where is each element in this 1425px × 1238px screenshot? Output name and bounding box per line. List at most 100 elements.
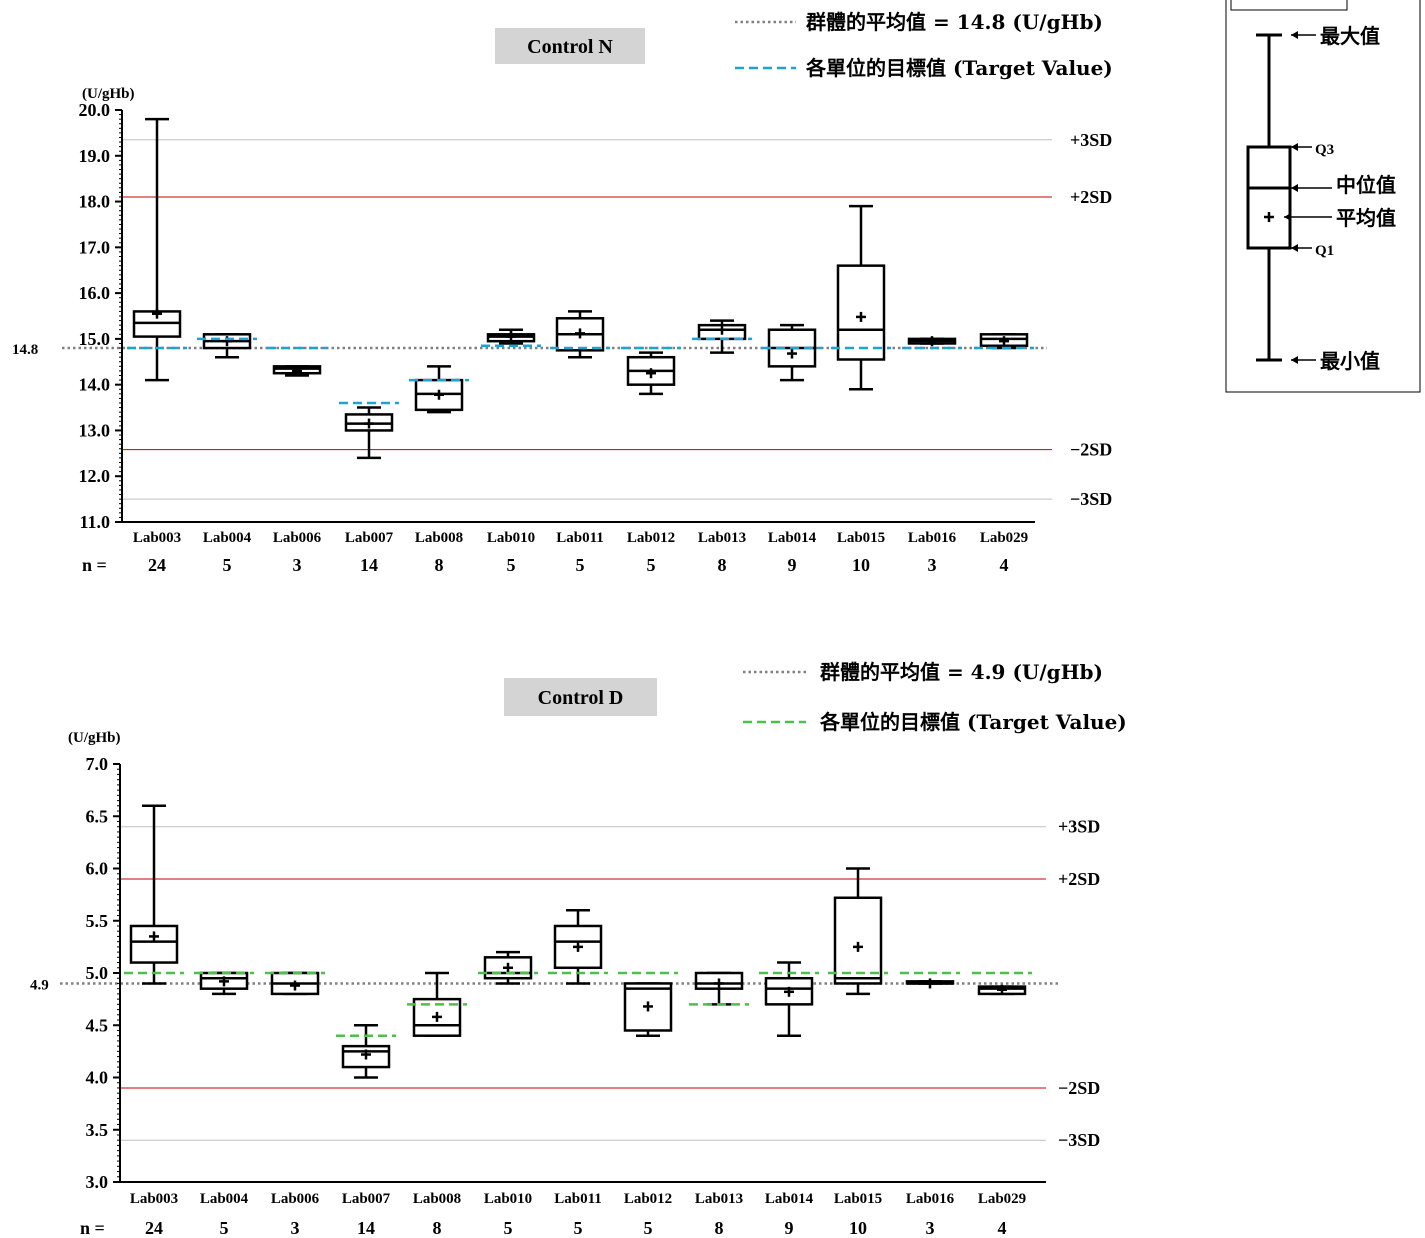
- n-value: 14: [357, 1218, 375, 1238]
- n-value: 24: [145, 1218, 163, 1238]
- n-value: 5: [644, 1218, 653, 1238]
- sd-label: −3SD: [1058, 1130, 1100, 1150]
- x-tick-label: Lab008: [413, 1191, 461, 1207]
- y-tick-label: 18.0: [79, 192, 111, 212]
- key-arrow-median-head: [1291, 184, 1298, 192]
- n-value: 5: [647, 555, 656, 575]
- x-tick-label: Lab015: [837, 530, 885, 546]
- box-Lab012: [618, 971, 678, 1037]
- x-tick-label: Lab011: [556, 530, 604, 546]
- y-tick-label: 5.5: [86, 911, 109, 931]
- n-value: 3: [928, 555, 937, 575]
- sd-label: +2SD: [1070, 187, 1112, 207]
- box-Lab006: [265, 971, 325, 996]
- chart-title: Control D: [538, 687, 624, 709]
- box-Lab029: [972, 971, 1032, 996]
- x-tick-label: Lab029: [980, 530, 1028, 546]
- iqr-box: [833, 896, 883, 985]
- box-Lab014: [762, 323, 822, 382]
- legend-target-label: 各單位的目標值 (Target Value): [805, 56, 1113, 80]
- key-arrow-q3-head: [1291, 143, 1298, 151]
- n-value: 8: [715, 1218, 724, 1238]
- y-tick-label: 4.5: [86, 1015, 109, 1035]
- box-Lab003: [127, 117, 187, 382]
- panel-1: +3SD +2SD −2SD −3SD 4.9 3.0 3.5 4.0 4.5 5.0 5.5 6.0…: [30, 660, 1127, 1238]
- y-tick-label: 4.0: [86, 1068, 109, 1088]
- n-value: 9: [785, 1218, 794, 1238]
- y-tick-label: 3.5: [86, 1120, 109, 1140]
- key-label-mean: 平均值: [1336, 206, 1396, 230]
- n-value: 9: [788, 555, 797, 575]
- title-box: [495, 28, 645, 64]
- n-value: 5: [220, 1218, 229, 1238]
- y-tick-label: 6.5: [86, 806, 109, 826]
- x-tick-label: Lab012: [627, 530, 675, 546]
- box-Lab015: [828, 867, 888, 996]
- n-value: 14: [360, 555, 378, 575]
- y-tick-label: 7.0: [86, 754, 109, 774]
- n-value: 5: [504, 1218, 513, 1238]
- y-tick-label: 15.0: [79, 329, 111, 349]
- key-label-q1: Q1: [1315, 243, 1334, 259]
- n-value: 3: [291, 1218, 300, 1238]
- n-value: 10: [852, 555, 870, 575]
- panel-0: +3SD +2SD −2SD −3SD 14.8 11.0 12.0 13.0 14.0 15.0…: [12, 10, 1113, 575]
- y-tick-label: 20.0: [79, 100, 111, 120]
- x-tick-label: Lab013: [695, 1191, 743, 1207]
- key-box: [1246, 145, 1292, 250]
- n-value: 4: [998, 1218, 1007, 1238]
- box-Lab006: [267, 346, 327, 377]
- box-Lab007: [336, 1024, 396, 1079]
- x-tick-label: Lab014: [765, 1191, 814, 1207]
- y-tick-label: 19.0: [79, 146, 111, 166]
- x-tick-label: Lab015: [834, 1191, 882, 1207]
- n-value: 5: [507, 555, 516, 575]
- key-arrow-max-head: [1291, 31, 1298, 39]
- sd-label: −3SD: [1070, 489, 1112, 509]
- legend-mean-label: 群體的平均值 = 4.9 (U/gHb): [819, 660, 1103, 684]
- y-tick-label: 11.0: [79, 512, 110, 532]
- sd-label: −2SD: [1058, 1078, 1100, 1098]
- x-tick-label: Lab014: [768, 530, 817, 546]
- x-tick-label: Lab010: [487, 530, 535, 546]
- box-Lab010: [481, 328, 541, 348]
- y-tick-label: 17.0: [79, 237, 111, 257]
- n-label: n =: [82, 555, 107, 575]
- sd-label: +3SD: [1070, 130, 1112, 150]
- x-tick-label: Lab016: [906, 1191, 955, 1207]
- x-tick-label: Lab013: [698, 530, 746, 546]
- box-Lab029: [974, 333, 1034, 350]
- box-Lab013: [689, 971, 749, 1006]
- box-Lab008: [407, 971, 467, 1037]
- x-tick-label: Lab011: [554, 1191, 602, 1207]
- x-tick-label: Lab008: [415, 530, 463, 546]
- x-tick-label: Lab016: [908, 530, 957, 546]
- n-value: 8: [718, 555, 727, 575]
- n-label: n =: [80, 1218, 105, 1238]
- key-label-median: 中位值: [1336, 173, 1396, 197]
- box-Lab008: [409, 365, 469, 414]
- n-value: 5: [574, 1218, 583, 1238]
- title-box: [504, 678, 657, 716]
- n-value: 5: [223, 555, 232, 575]
- box-Lab014: [759, 961, 819, 1037]
- key-label-max: 最大值: [1320, 24, 1380, 48]
- x-tick-label: Lab003: [130, 1191, 178, 1207]
- y-tick-label: 12.0: [79, 466, 111, 486]
- sd-label: −2SD: [1070, 440, 1112, 460]
- key-arrow-min-head: [1291, 356, 1298, 364]
- group-mean-label: 14.8: [12, 342, 38, 358]
- x-tick-label: Lab004: [200, 1191, 249, 1207]
- box-Lab013: [692, 319, 752, 354]
- x-tick-label: Lab006: [271, 1191, 320, 1207]
- key-tab: [1230, 0, 1348, 11]
- x-tick-label: Lab003: [133, 530, 181, 546]
- n-value: 24: [148, 555, 166, 575]
- y-axis-label: (U/gHb): [68, 730, 121, 746]
- n-value: 5: [576, 555, 585, 575]
- n-value: 3: [293, 555, 302, 575]
- box-Lab007: [339, 401, 399, 460]
- n-value: 8: [435, 555, 444, 575]
- key-label-min: 最小值: [1320, 349, 1380, 373]
- group-mean-label: 4.9: [30, 977, 49, 993]
